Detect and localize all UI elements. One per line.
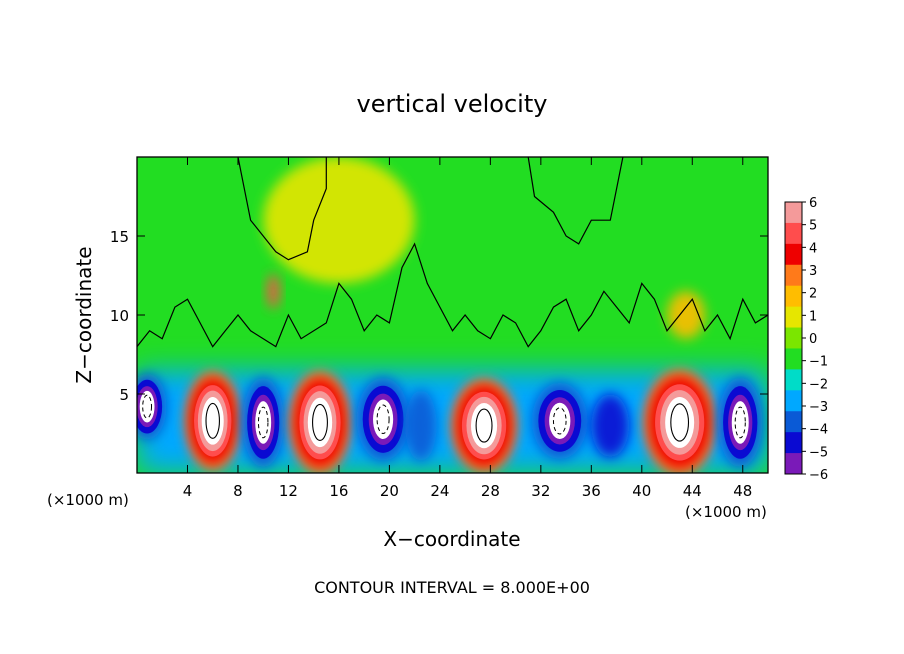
y-axis-label: Z−coordinate [72,246,96,383]
heatmap-cell [718,377,763,468]
colorbar-label: 0 [809,332,817,347]
x-tick-label: 4 [183,482,193,500]
colorbar-label: −5 [809,445,828,460]
colorbar-swatch [785,243,802,266]
heatmap-cell [266,273,280,309]
colorbar-swatch [785,411,802,433]
y-tick-label: 10 [110,307,129,325]
colorbar-label: −3 [809,400,828,415]
heatmap-cell [643,369,716,473]
colorbar-label: 6 [809,196,817,211]
heatmap-layer [137,157,768,473]
heatmap-cell [405,390,437,462]
x-tick-label: 32 [531,482,550,500]
contour-interval-note: CONTOUR INTERVAL = 8.000E+00 [314,578,590,597]
upper-contour [527,157,624,245]
colorbar: 6 5 4 3 2 1 0 −1 −2 −3 −4 −5 −6 [784,196,828,483]
x-tick-label: 24 [430,482,449,500]
x-ticks: 4 8 12 16 20 24 28 32 36 40 44 48 [183,157,752,500]
colorbar-swatch [785,432,802,454]
colorbar-swatch [785,202,802,224]
colorbar-label: 3 [809,264,817,279]
zero-contour [137,242,768,348]
heatmap-cell [532,382,588,460]
heatmap-cell [356,377,410,461]
x-tick-label: 48 [733,482,752,500]
y-tick-label: 15 [110,228,129,246]
colorbar-swatch [785,369,802,391]
heatmap-cell [591,394,630,458]
heatmap-cell [289,371,351,473]
colorbar-swatch [785,306,802,329]
heatmap-cell [667,291,705,339]
colorbar-label: −1 [809,355,828,370]
chart-title: vertical velocity [357,90,548,118]
colorbar-swatch [785,327,802,349]
colorbar-label: 5 [809,219,817,234]
x-unit-label: (×1000 m) [685,503,767,521]
x-tick-label: 44 [683,482,702,500]
colorbar-swatch [785,348,802,370]
colorbar-label: −4 [809,423,828,438]
colorbar-swatch [785,390,802,412]
colorbar-swatch [785,453,802,475]
y-tick-label: 5 [119,386,129,404]
heatmap-cell [242,377,285,468]
x-tick-label: 8 [233,482,243,500]
colorbar-label: −6 [809,468,828,483]
upper-contour [237,157,327,261]
x-tick-label: 16 [329,482,348,500]
colorbar-label: 4 [809,241,817,256]
x-tick-label: 12 [279,482,298,500]
y-unit-label: (×1000 m) [47,491,129,509]
colorbar-swatch [785,222,802,245]
colorbar-label: 2 [809,287,817,302]
heatmap-cell [451,378,517,473]
x-tick-label: 36 [582,482,601,500]
colorbar-swatch [785,264,802,287]
y-ticks: 5 10 15 [110,228,768,404]
colorbar-label: −2 [809,377,828,392]
x-tick-label: 20 [380,482,399,500]
colorbar-swatch [785,285,802,308]
heatmap-cell [263,157,415,284]
heatmap-cell [137,373,167,440]
x-tick-label: 40 [632,482,651,500]
x-tick-label: 28 [481,482,500,500]
heatmap-cell [185,371,241,471]
x-axis-label: X−coordinate [383,527,520,551]
colorbar-label: 1 [809,309,817,324]
